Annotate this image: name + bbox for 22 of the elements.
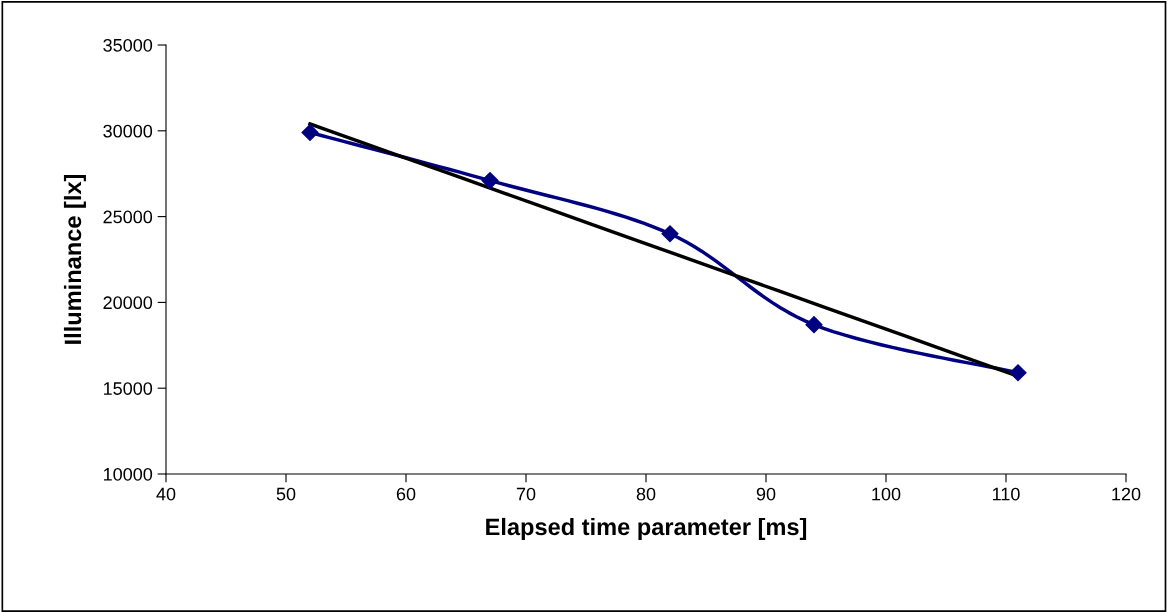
x-tick-label: 70: [516, 487, 536, 501]
x-tick-label: 80: [636, 487, 656, 501]
point: [661, 225, 679, 243]
point: [301, 123, 319, 142]
y-tick-label: 30000: [103, 124, 153, 138]
x-tick-label: 50: [276, 487, 296, 501]
x-tick-label: 60: [396, 487, 416, 501]
x-axis-title: Elapsed time parameter [ms]: [486, 517, 807, 540]
y-tick-label: 10000: [103, 467, 153, 481]
x-tick-label: 110: [992, 487, 1020, 501]
point: [805, 316, 823, 334]
y-tick-label: 25000: [103, 210, 153, 224]
x-tick-label: 120: [1112, 487, 1141, 501]
y-axis-title: Illuminance [lx]: [63, 174, 86, 344]
x-tick-label: 40: [156, 487, 176, 501]
point: [1009, 364, 1027, 382]
point: [481, 172, 499, 190]
y-tick-label: 20000: [103, 296, 153, 310]
y-tick-label: 35000: [103, 38, 153, 52]
x-tick-label: 100: [872, 487, 901, 501]
x-tick-label: 90: [756, 487, 776, 501]
y-tick-label: 15000: [103, 382, 153, 395]
